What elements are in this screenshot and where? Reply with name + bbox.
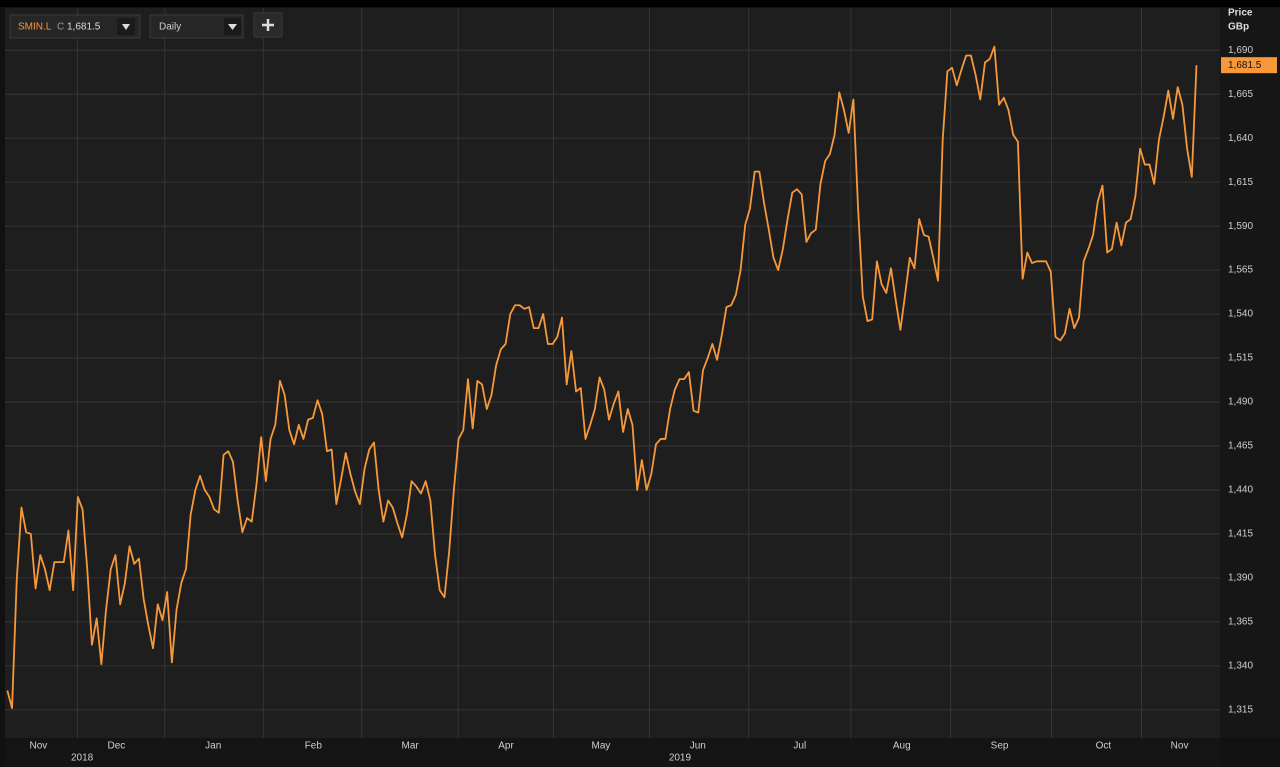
x-tick-label: May xyxy=(592,741,611,752)
y-tick-label: 1,315 xyxy=(1228,704,1253,715)
close-prefix: C xyxy=(57,22,64,33)
last-value-tag xyxy=(1221,57,1277,74)
x-axis-panel xyxy=(5,738,1220,767)
interval: Daily xyxy=(159,22,181,33)
dropdown-arrow xyxy=(228,24,237,30)
grid xyxy=(5,8,1220,738)
y-tick-label: 1,340 xyxy=(1228,661,1253,672)
y-axis-title: Price xyxy=(1228,8,1253,19)
x-tick-label: Aug xyxy=(893,741,911,752)
y-tick-label: 1,465 xyxy=(1228,441,1253,452)
x-tick-label: Oct xyxy=(1096,741,1112,752)
y-axis-unit: GBp xyxy=(1228,22,1249,33)
plot-area xyxy=(5,8,1220,738)
y-axis-panel xyxy=(1220,8,1280,738)
y-tick-label: 1,590 xyxy=(1228,221,1253,232)
plus-icon xyxy=(262,19,274,31)
y-tick-label: 1,490 xyxy=(1228,397,1253,408)
last-value-label: 1,681.5 xyxy=(1228,60,1262,71)
toolbar: SMIN.L C 1,681.5 Daily xyxy=(9,12,283,39)
y-tick-label: 1,665 xyxy=(1228,89,1253,100)
y-tick-label: 1,515 xyxy=(1228,353,1253,364)
x-tick-label: Dec xyxy=(107,741,125,752)
year-label: 2018 xyxy=(71,753,94,764)
y-tick-label: 1,690 xyxy=(1228,45,1253,56)
price-line xyxy=(6,45,1198,709)
y-tick-label: 1,365 xyxy=(1228,617,1253,628)
x-tick-label: Apr xyxy=(498,741,514,752)
x-tick-label: Sep xyxy=(991,741,1009,752)
y-tick-label: 1,565 xyxy=(1228,265,1253,276)
y-tick-label: 1,415 xyxy=(1228,529,1253,540)
year-label: 2019 xyxy=(669,753,692,764)
x-tick-label: Nov xyxy=(1171,741,1189,752)
y-tick-label: 1,440 xyxy=(1228,485,1253,496)
x-tick-label: Mar xyxy=(402,741,420,752)
y-tick-label: 1,390 xyxy=(1228,573,1253,584)
x-tick-label: Feb xyxy=(305,741,323,752)
symbol-box[interactable] xyxy=(9,14,141,39)
x-tick-label: Jun xyxy=(690,741,706,752)
dropdown-arrow xyxy=(122,24,130,30)
marks xyxy=(6,45,1198,709)
close-value: 1,681.5 xyxy=(67,22,101,33)
x-tick-label: Nov xyxy=(29,741,47,752)
x-tick-label: Jul xyxy=(793,741,806,752)
y-tick-label: 1,540 xyxy=(1228,309,1253,320)
top-border xyxy=(0,0,1280,7)
y-tick-label: 1,615 xyxy=(1228,177,1253,188)
symbol: SMIN.L xyxy=(18,22,52,33)
y-tick-label: 1,640 xyxy=(1228,133,1253,144)
x-tick-label: Jan xyxy=(205,741,221,752)
interval-box[interactable] xyxy=(149,14,244,39)
